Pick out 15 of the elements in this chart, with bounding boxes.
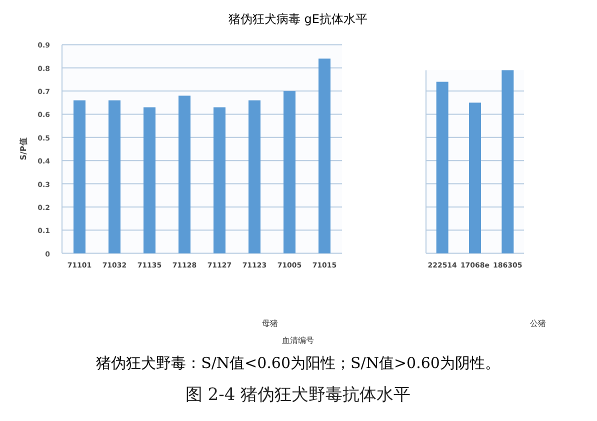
text: 猪伪狂犬野毒：S/N值<0.60为阳性；S/N值>0.60为阴性。 <box>96 354 500 372</box>
y-axis-title: S/P值 <box>19 138 28 160</box>
text: 血清编号 <box>282 336 314 345</box>
x-axis-title: 公猪 <box>530 319 546 328</box>
bar <box>144 107 156 254</box>
bar <box>318 58 330 254</box>
bar <box>108 100 120 254</box>
x-axis-title: 母猪 <box>262 319 278 328</box>
caption: 图 2-4 猪伪狂犬野毒抗体水平 <box>185 385 411 405</box>
bar <box>74 100 86 254</box>
bar <box>214 107 226 254</box>
bar <box>178 96 190 254</box>
chart-title: 猪伪狂犬病毒 gE抗体水平 <box>228 12 368 26</box>
bar <box>284 91 296 254</box>
bar <box>248 100 260 254</box>
